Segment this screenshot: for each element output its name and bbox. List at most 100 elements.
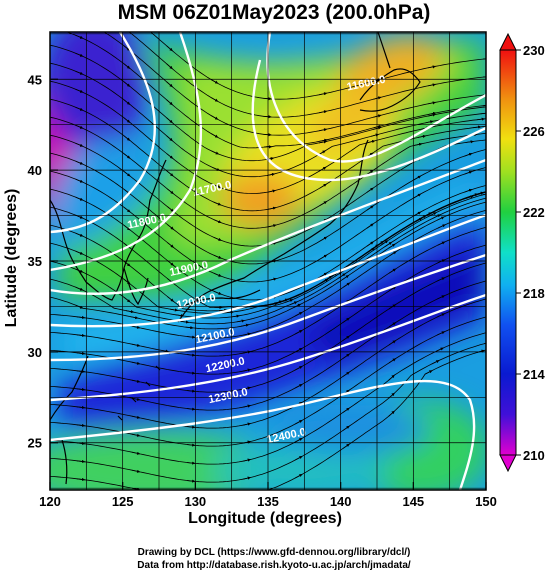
wind-arrow — [319, 183, 327, 189]
streamline — [50, 116, 486, 229]
wind-arrow — [166, 81, 173, 88]
wind-arrow — [437, 277, 446, 282]
streamline — [50, 332, 486, 465]
x-tick-label: 140 — [330, 494, 352, 509]
wind-arrow — [388, 268, 397, 274]
wind-arrow — [482, 58, 486, 60]
wind-arrow — [341, 274, 350, 281]
chart-title: MSM 06Z01May2023 (200.0hPa) — [117, 1, 431, 24]
wind-arrow — [213, 237, 222, 241]
wind-arrow — [366, 187, 374, 193]
wind-arrow — [130, 316, 139, 320]
colorbar-bar — [499, 49, 517, 456]
x-axis-label: Longitude (degrees) — [188, 510, 342, 527]
wind-arrow — [384, 241, 393, 247]
y-tick-label: 45 — [28, 72, 42, 87]
wind-arrow — [167, 206, 174, 212]
wind-arrow — [370, 133, 380, 137]
wind-arrow — [242, 332, 251, 336]
wind-arrow — [180, 320, 190, 324]
wind-arrow — [185, 326, 194, 330]
wind-arrow — [285, 299, 294, 303]
streamline — [50, 98, 486, 212]
wind-arrow — [437, 224, 446, 229]
wind-arrow — [76, 315, 86, 320]
wind-arrow — [123, 260, 131, 267]
wind-arrow — [167, 242, 174, 248]
wind-arrow — [76, 387, 86, 392]
wind-arrow — [388, 243, 396, 249]
wind-arrow — [187, 353, 196, 357]
wind-arrow — [75, 160, 84, 165]
wind-arrow — [342, 353, 350, 359]
wind-arrow — [212, 184, 221, 188]
wind-arrow — [437, 331, 446, 336]
wind-arrow — [75, 88, 84, 93]
x-tick-label: 150 — [475, 494, 497, 509]
wind-arrow — [75, 178, 84, 183]
colorbar-min-arrow — [499, 454, 517, 473]
wind-arrow — [427, 101, 436, 105]
wind-arrow — [367, 247, 375, 253]
wind-arrow — [295, 437, 303, 443]
wind-arrow — [75, 34, 84, 39]
wind-arrow — [131, 325, 141, 329]
wind-arrow — [75, 124, 84, 129]
wind-arrow — [213, 219, 222, 224]
wind-arrow — [295, 455, 303, 461]
wind-arrow — [187, 407, 196, 411]
wind-arrow — [295, 383, 303, 389]
y-axis: 25 30 35 40 45 — [28, 72, 58, 451]
wind-arrow — [295, 365, 303, 371]
wind-arrow — [75, 106, 84, 111]
wind-arrow — [167, 224, 174, 230]
y-axis-label: Latitude (degrees) — [3, 188, 20, 328]
wind-arrow — [388, 374, 395, 381]
wind-arrow — [187, 335, 196, 339]
wind-arrow — [381, 240, 389, 246]
wind-arrow — [167, 296, 174, 302]
colorbar: 210 214 218 222 226 230 — [499, 32, 545, 473]
wind-arrow — [166, 99, 173, 106]
wind-arrow — [428, 111, 437, 116]
wind-arrow — [213, 272, 222, 277]
wind-arrow — [210, 115, 219, 120]
coastlines — [50, 32, 421, 485]
wind-arrow — [427, 113, 436, 117]
wind-arrow — [187, 389, 196, 393]
wind-arrow — [268, 277, 277, 281]
wind-arrow — [413, 211, 422, 217]
wind-arrow — [472, 125, 482, 129]
credit-drawing: Drawing by DCL (https://www.gfd-dennou.o… — [137, 547, 411, 558]
wind-arrow — [242, 422, 251, 426]
streamline — [103, 32, 486, 136]
wind-arrow — [213, 290, 222, 295]
wind-arrow — [263, 97, 272, 101]
x-axis: 120 125 130 135 140 145 150 — [39, 482, 497, 509]
wind-arrow — [366, 241, 374, 247]
wind-arrow — [76, 351, 86, 356]
wind-arrow — [236, 319, 245, 323]
wind-arrow — [240, 323, 250, 327]
wind-arrow — [318, 140, 328, 144]
colorbar-tick-label: 210 — [523, 448, 545, 463]
wind-arrow — [388, 286, 397, 292]
wind-arrow — [210, 79, 219, 84]
wind-arrow — [342, 443, 350, 449]
wind-arrow — [76, 405, 86, 410]
height-contours — [50, 32, 486, 490]
wind-arrow — [263, 115, 272, 119]
wind-arrow — [367, 139, 376, 144]
y-tick-label: 40 — [28, 163, 42, 178]
wind-arrow — [342, 407, 350, 413]
wind-arrow — [210, 97, 219, 102]
wind-arrow — [413, 193, 422, 199]
wind-arrow — [436, 216, 445, 221]
colorbar-tick-label: 222 — [523, 205, 545, 220]
streamline — [50, 342, 486, 483]
wind-arrow — [77, 497, 85, 498]
wind-arrow — [125, 310, 135, 314]
wind-arrow — [123, 99, 131, 105]
wind-arrow — [242, 386, 251, 390]
wind-arrow — [75, 250, 84, 255]
